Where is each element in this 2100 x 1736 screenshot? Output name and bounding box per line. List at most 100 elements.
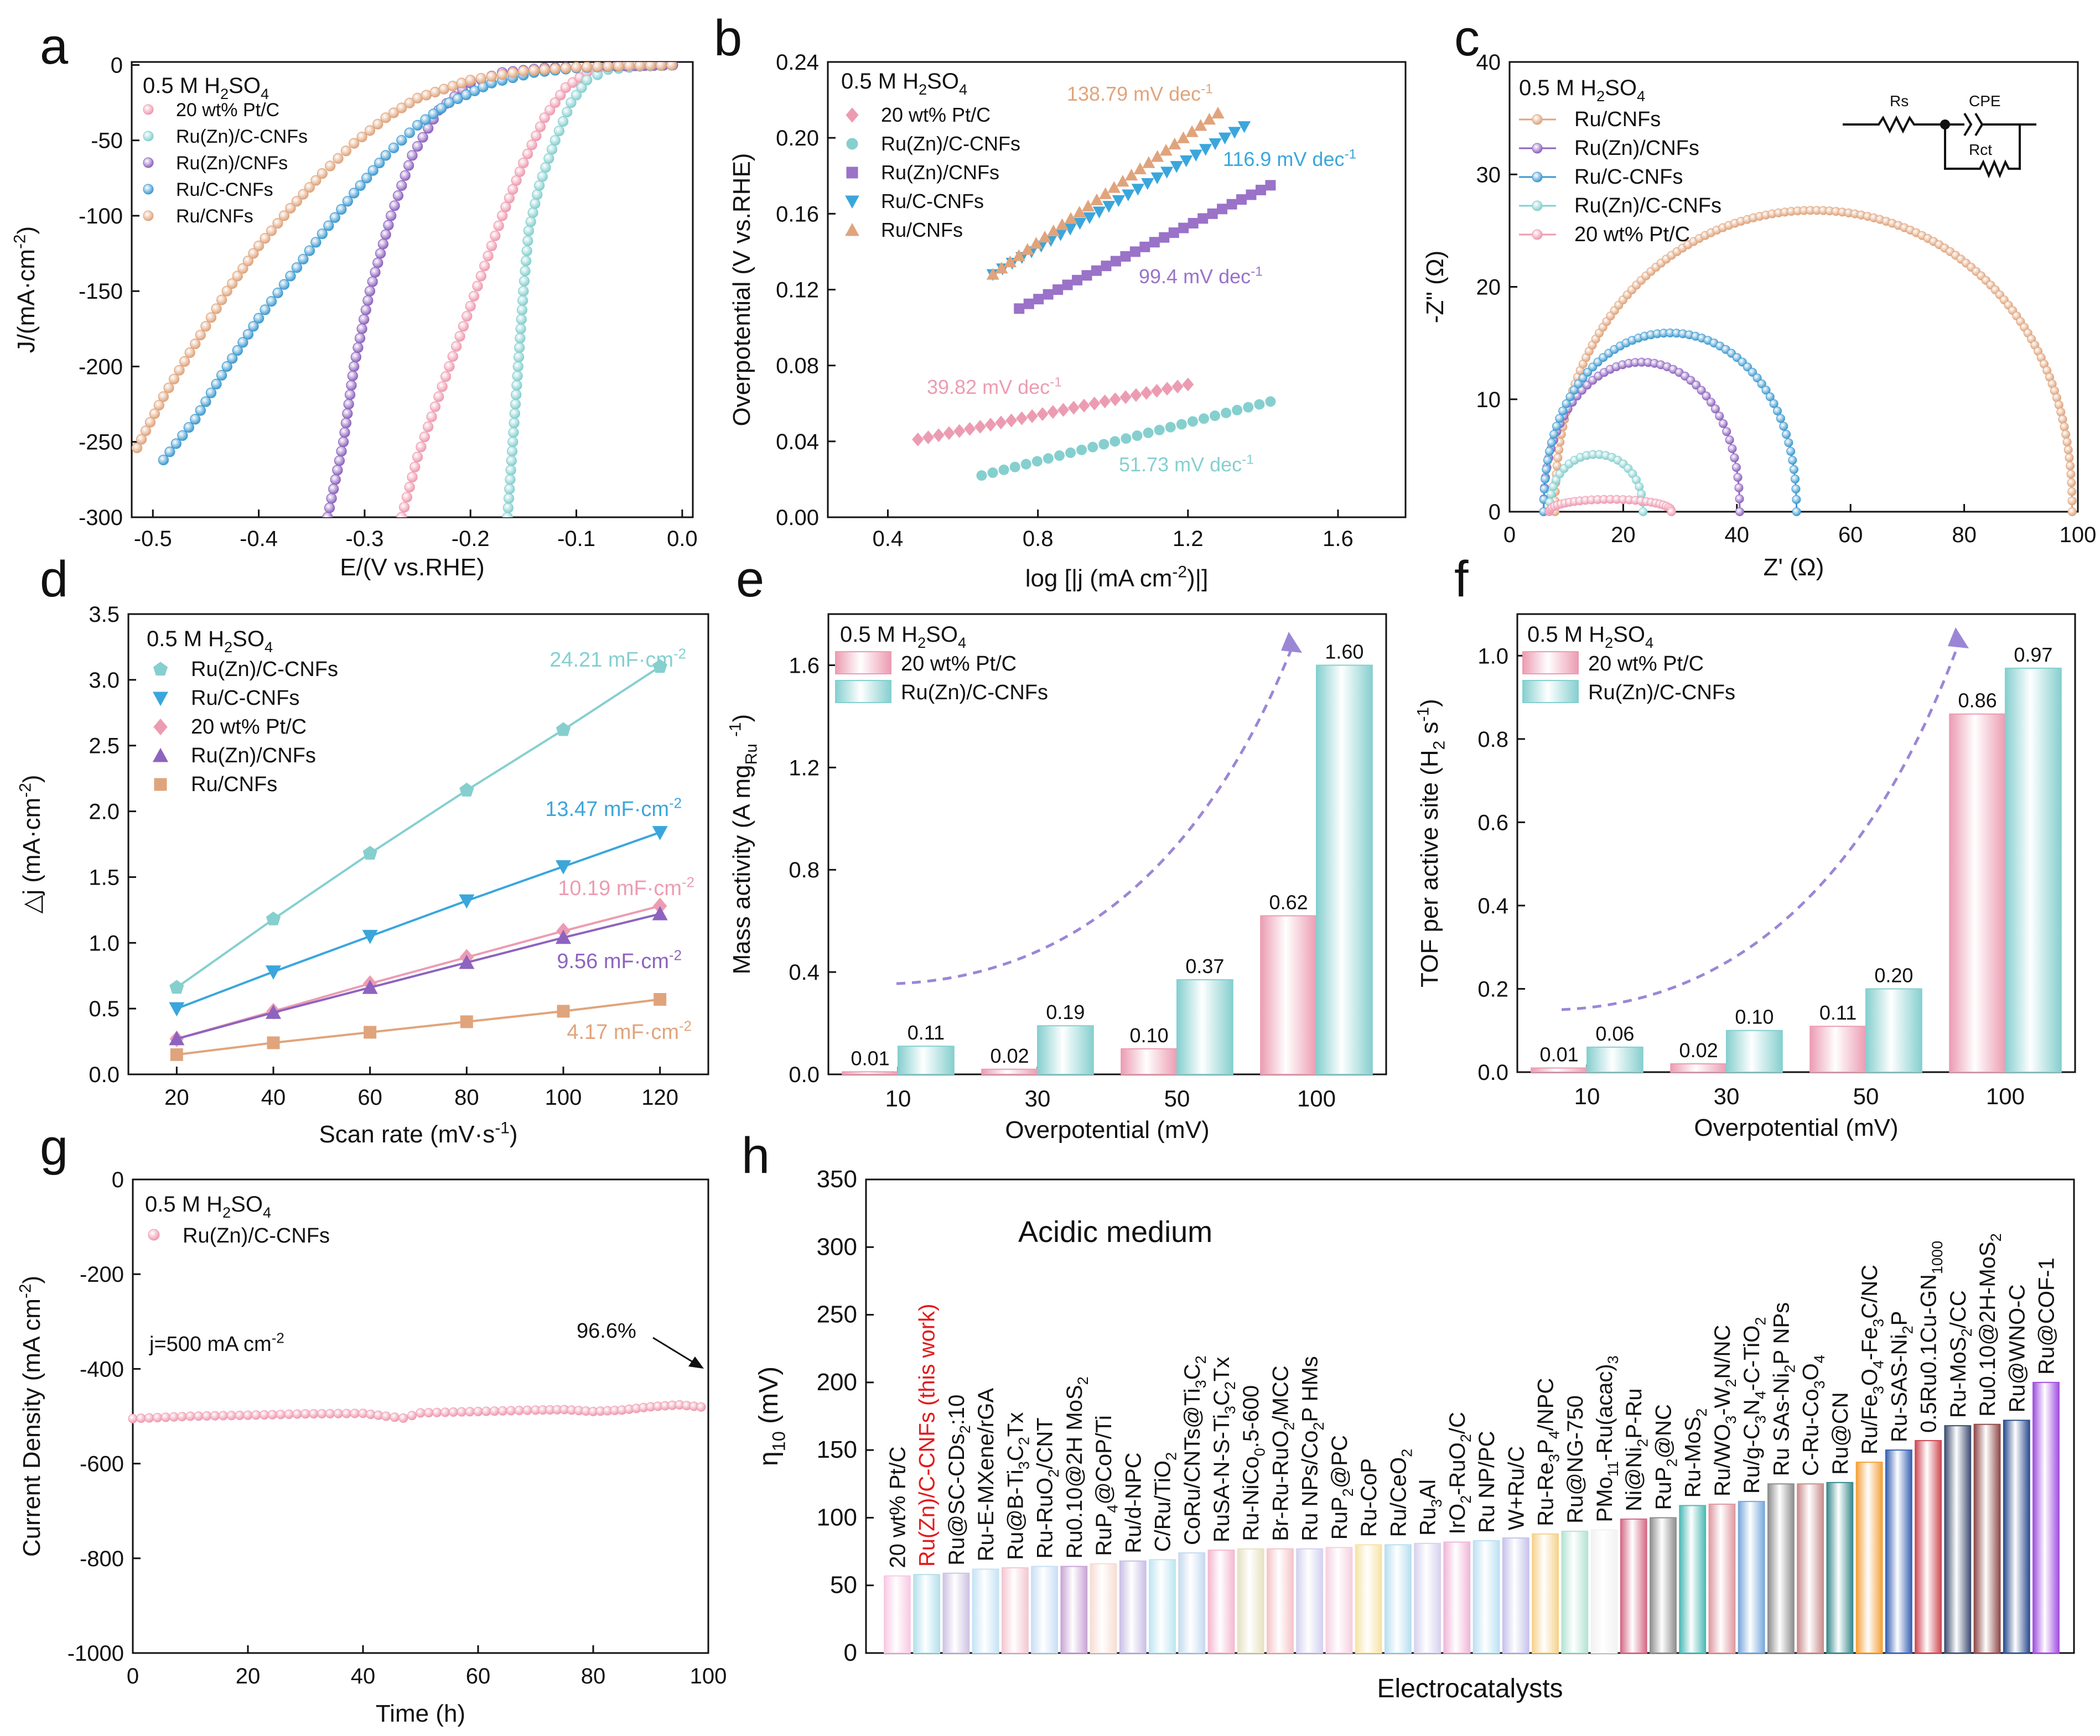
- y-tick-label: 0.24: [776, 50, 819, 75]
- data-point: [514, 342, 525, 354]
- data-point: [1005, 413, 1018, 428]
- data-point: [1176, 419, 1187, 430]
- data-point: [1054, 450, 1065, 461]
- data-point: [995, 262, 1008, 274]
- data-point: [515, 323, 526, 334]
- x-tick-label: 0: [1503, 523, 1516, 547]
- bar: [1809, 1026, 1866, 1073]
- data-point: [1150, 383, 1163, 398]
- data-point: [624, 62, 635, 71]
- data-point: [185, 1411, 195, 1421]
- y-tick-label: 1.5: [89, 865, 120, 890]
- plot-frame: [827, 613, 1387, 1075]
- data-point: [448, 1407, 458, 1417]
- data-point: [2062, 437, 2072, 446]
- fit-line: [176, 831, 661, 1010]
- x-tick-label: 100: [690, 1664, 727, 1688]
- data-point: [1773, 406, 1782, 415]
- data-point: [1003, 255, 1017, 268]
- data-point: [486, 240, 497, 252]
- data-point: [1090, 193, 1103, 206]
- data-point: [1211, 106, 1225, 119]
- data-point: [1130, 388, 1142, 402]
- y-tick-label: -300: [79, 506, 123, 530]
- data-point: [2065, 453, 2074, 462]
- bar: [1532, 1533, 1559, 1654]
- data-point: [361, 173, 372, 184]
- data-point: [2067, 487, 2077, 496]
- data-point: [1091, 265, 1102, 276]
- data-point: [205, 387, 217, 398]
- data-point: [527, 207, 538, 219]
- x-axis-label: log [|j (mA cm-2)|]: [1025, 563, 1209, 592]
- data-point: [349, 361, 360, 372]
- legend-marker: [143, 184, 154, 195]
- tafel-slope-label: 138.79 mV dec-1​: [1067, 81, 1213, 105]
- data-point: [475, 72, 486, 84]
- bar: [2005, 667, 2062, 1073]
- data-point: [1171, 380, 1184, 394]
- data-point: [1187, 416, 1198, 427]
- panel-g: 0 20 40 60 80 100 0 -200 -400 -600 -800 -1000 Time (…: [16, 1168, 727, 1727]
- nyquist-curve: [1543, 332, 1798, 512]
- data-point: [221, 361, 232, 372]
- data-point: [322, 512, 333, 517]
- data-point: [459, 782, 474, 797]
- legend-marker: [153, 718, 168, 736]
- y-tick-label: 0: [112, 1168, 124, 1192]
- bar: [1949, 713, 2006, 1073]
- y-tick-label: -100: [79, 204, 123, 228]
- circuit-label-rs: Rs: [1890, 92, 1909, 110]
- data-point: [158, 454, 169, 466]
- data-point: [1133, 162, 1147, 174]
- catalyst-label: C-Ru-Co3O4​: [1799, 1355, 1828, 1476]
- data-point: [298, 253, 309, 265]
- data-point: [132, 443, 143, 454]
- x-tick-label: 10: [885, 1085, 911, 1111]
- data-point: [1265, 396, 1276, 407]
- x-tick-label: 20: [1611, 523, 1636, 547]
- data-point: [1161, 382, 1173, 396]
- data-point: [1549, 430, 1559, 439]
- data-point: [153, 399, 165, 411]
- data-point: [334, 455, 345, 466]
- x-tick-label: 100: [1986, 1083, 2025, 1109]
- data-point: [1188, 217, 1199, 228]
- data-point: [291, 196, 303, 207]
- panel-letter-g: g: [40, 1119, 68, 1176]
- data-point: [1784, 438, 1793, 448]
- data-point: [329, 212, 340, 223]
- bar-value-label: 0.02: [1679, 1039, 1718, 1062]
- data-point: [1141, 178, 1154, 190]
- data-point: [1073, 206, 1086, 218]
- data-point: [404, 127, 415, 138]
- data-point: [276, 1410, 286, 1420]
- data-point: [451, 341, 462, 352]
- data-point: [381, 1411, 391, 1421]
- y-tick-label: 10: [1476, 388, 1501, 412]
- data-point: [1036, 407, 1049, 421]
- x-axis-label: Scan rate (mV·s-1): [319, 1119, 517, 1148]
- y-tick-label: -150: [79, 279, 123, 304]
- panel-h: 0 50 100 150 200 250 300 350 Electrocatalysts η10…: [754, 1166, 2075, 1703]
- data-point: [1098, 439, 1109, 450]
- bar: [1296, 1548, 1324, 1654]
- y-tick-label: 1.0: [89, 931, 120, 955]
- panel-c: 0 20 40 60 80 100 0 10 20 30 40 Z' (Ω) -Z" (Ω) 0.5 M …: [1422, 50, 2096, 581]
- data-point: [1255, 184, 1266, 195]
- data-point: [1178, 222, 1189, 233]
- data-point: [537, 171, 548, 182]
- data-point: [325, 1408, 335, 1418]
- data-point: [528, 65, 540, 76]
- data-point: [603, 62, 614, 72]
- data-point: [465, 1407, 475, 1417]
- legend-marker: [845, 222, 859, 236]
- panel-letter-h: h: [742, 1127, 770, 1184]
- electrolyte-label: 0.5 M H2SO4​: [143, 74, 269, 102]
- x-tick-label: 100: [2060, 523, 2097, 547]
- x-tick-label: -0.5: [134, 527, 172, 551]
- retention-arrow-head: [688, 1356, 704, 1369]
- electrolyte-label: 0.5 M H2SO4​: [145, 1192, 271, 1221]
- data-point: [666, 62, 677, 71]
- bar: [981, 1068, 1038, 1075]
